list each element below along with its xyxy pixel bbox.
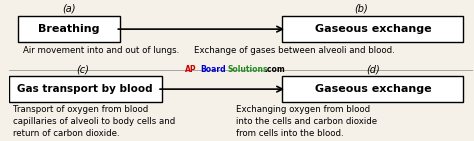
Text: return of carbon dioxide.: return of carbon dioxide.: [13, 129, 120, 138]
Text: Gaseous exchange: Gaseous exchange: [315, 84, 431, 94]
Text: (c): (c): [76, 64, 89, 74]
Text: (d): (d): [366, 64, 380, 74]
Text: Transport of oxygen from blood: Transport of oxygen from blood: [13, 105, 148, 114]
Text: Exchanging oxygen from blood: Exchanging oxygen from blood: [236, 105, 370, 114]
Text: Solutions: Solutions: [228, 65, 268, 74]
Text: .com: .com: [264, 65, 284, 74]
Text: Air movement into and out of lungs.: Air movement into and out of lungs.: [22, 46, 179, 55]
Text: Breathing: Breathing: [38, 24, 100, 34]
Text: (b): (b): [355, 3, 368, 13]
Text: Exchange of gases between alveoli and blood.: Exchange of gases between alveoli and bl…: [194, 46, 395, 55]
Text: capillaries of alveoli to body cells and: capillaries of alveoli to body cells and: [13, 117, 175, 126]
FancyBboxPatch shape: [283, 76, 463, 103]
Text: Gaseous exchange: Gaseous exchange: [315, 24, 431, 34]
FancyBboxPatch shape: [18, 16, 120, 42]
Text: Board: Board: [201, 65, 226, 74]
Text: AP: AP: [185, 65, 197, 74]
Text: into the cells and carbon dioxide: into the cells and carbon dioxide: [236, 117, 377, 126]
Text: Gas transport by blood: Gas transport by blood: [18, 84, 153, 94]
Text: from cells into the blood.: from cells into the blood.: [236, 129, 344, 138]
FancyBboxPatch shape: [283, 16, 463, 42]
FancyBboxPatch shape: [9, 76, 162, 103]
Text: (a): (a): [62, 3, 76, 13]
